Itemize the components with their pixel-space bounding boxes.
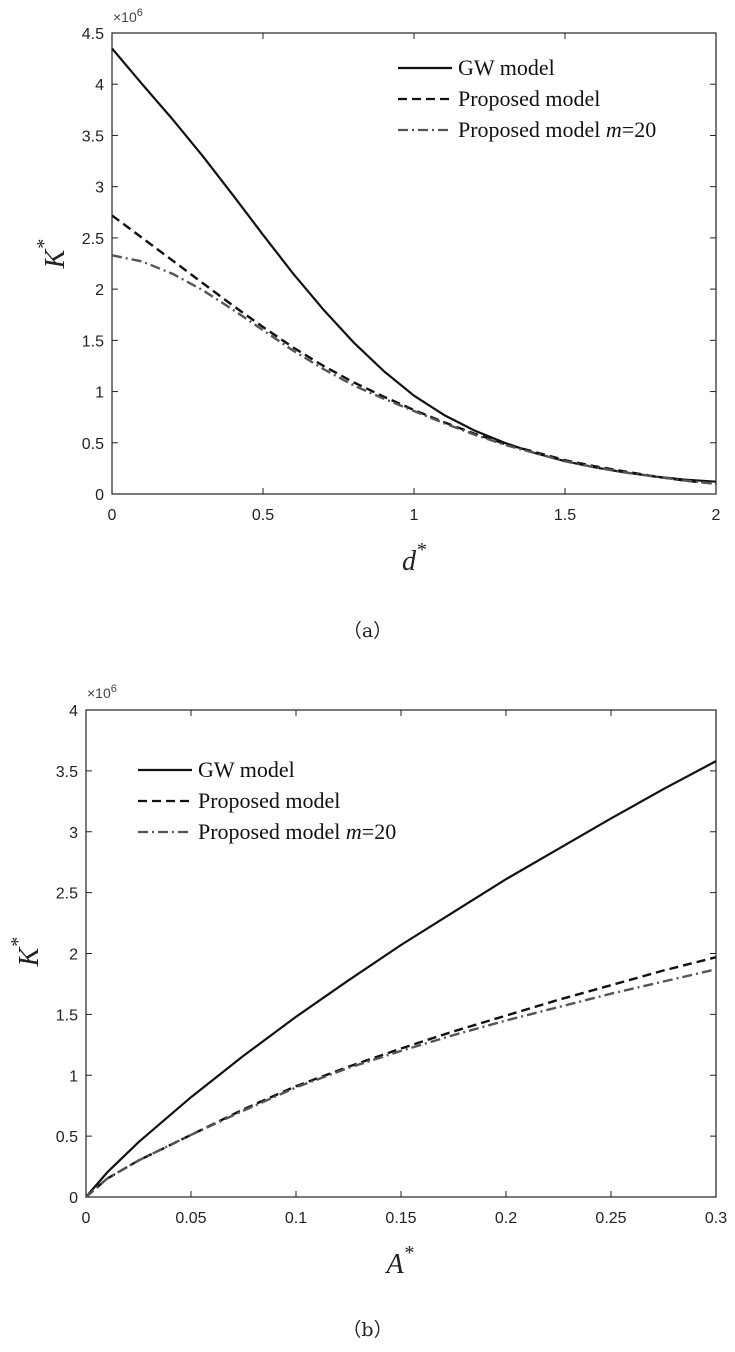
y-axis-label: K*: [33, 240, 71, 270]
y-tick-label: 2.5: [82, 231, 104, 248]
series-line-dashdot: [86, 969, 716, 1197]
x-tick-label: 2: [712, 507, 721, 524]
y-exponent-label: ×106: [113, 7, 143, 25]
chart-b: 0 0.05 0.1 0.15 0.2 0.25 0.3 0 0.5 1 1.5 2 2.5 3 3.5 4 ×…: [0, 660, 735, 1300]
y-tick-label: 0: [95, 487, 104, 504]
x-tick-label: 0.3: [705, 1210, 727, 1227]
x-tick-label: 0.5: [252, 507, 274, 524]
y-tick-label: 4: [69, 703, 78, 720]
y-tick-label: 0.5: [82, 436, 104, 453]
legend-label: Proposed model m=20: [198, 819, 396, 844]
y-tick-label: 1: [95, 385, 104, 402]
series-line-dashdot: [112, 255, 716, 483]
series-line-dashed: [112, 215, 716, 483]
series-line-solid: [86, 761, 716, 1197]
y-tick-label: 2: [95, 282, 104, 299]
figure-panel-b: 0 0.05 0.1 0.15 0.2 0.25 0.3 0 0.5 1 1.5 2 2.5 3 3.5 4 ×…: [0, 660, 735, 1352]
x-tick-label: 0.1: [285, 1210, 307, 1227]
series-line-solid: [112, 48, 716, 481]
figure-panel-a: 0 0.5 1 1.5 2 0 0.5 1 1.5 2 2.5 3 3.5 4 4.5 ×106 d* K* GW …: [0, 0, 735, 650]
series-line-dashed: [86, 957, 716, 1197]
x-tick-label: 0.15: [385, 1210, 416, 1227]
y-tick-label: 3.5: [56, 764, 78, 781]
x-tick-label: 0: [108, 507, 117, 524]
legend-label: Proposed model: [458, 86, 600, 111]
y-tick-label: 1.5: [82, 333, 104, 350]
y-axis-label: K*: [7, 938, 45, 968]
caption-b: （b）: [0, 1315, 735, 1342]
y-tick-label: 3: [95, 180, 104, 197]
plot-frame: [86, 710, 716, 1197]
y-tick-label: 2.5: [56, 886, 78, 903]
chart-a: 0 0.5 1 1.5 2 0 0.5 1 1.5 2 2.5 3 3.5 4 4.5 ×106 d* K* GW …: [0, 0, 735, 600]
x-tick-label: 1.5: [554, 507, 576, 524]
legend-label: GW model: [458, 55, 555, 80]
x-tick-label: 0: [82, 1210, 91, 1227]
x-tick-label: 0.25: [595, 1210, 626, 1227]
y-tick-label: 0.5: [56, 1129, 78, 1146]
x-tick-label: 0.05: [175, 1210, 206, 1227]
plot-frame: [112, 33, 716, 494]
y-tick-label: 3: [69, 825, 78, 842]
y-exponent-label: ×106: [87, 683, 117, 701]
y-tick-label: 4: [95, 77, 104, 94]
y-tick-label: 1: [69, 1068, 78, 1085]
y-tick-label: 2: [69, 947, 78, 964]
x-axis-label: A*: [384, 1242, 413, 1280]
y-tick-label: 0: [69, 1190, 78, 1207]
x-tick-label: 0.2: [495, 1210, 517, 1227]
y-tick-label: 1.5: [56, 1007, 78, 1024]
x-tick-label: 1: [410, 507, 419, 524]
legend-label: Proposed model m=20: [458, 117, 656, 142]
y-tick-label: 4.5: [82, 26, 104, 43]
caption-a: （a）: [0, 616, 735, 643]
legend-label: GW model: [198, 757, 295, 782]
legend-label: Proposed model: [198, 788, 340, 813]
y-tick-label: 3.5: [82, 128, 104, 145]
x-axis-label: d*: [402, 539, 426, 577]
